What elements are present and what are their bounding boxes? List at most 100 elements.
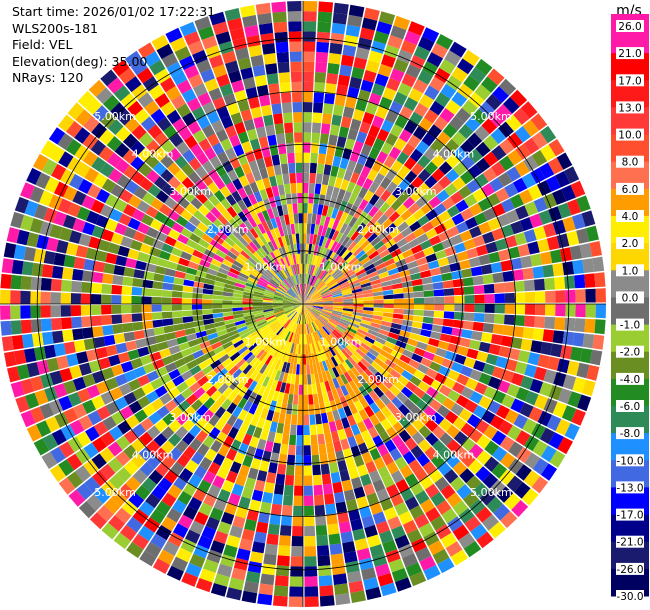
colorbar-tick-label: -21.0 — [616, 537, 643, 549]
range-gate-cell — [352, 337, 363, 346]
range-gate-cell — [425, 253, 438, 263]
range-gate-cell — [532, 266, 544, 279]
range-gate-cell — [375, 336, 386, 345]
range-gate-cell — [281, 246, 288, 257]
range-gate-cell — [245, 230, 256, 242]
range-gate-cell — [175, 547, 193, 563]
range-gate-cell — [330, 332, 339, 342]
range-gate-cell — [372, 511, 387, 525]
range-gate-cell — [461, 99, 478, 116]
range-gate-cell — [293, 299, 303, 304]
range-gate-cell — [295, 313, 300, 324]
range-gate-cell — [245, 150, 256, 163]
range-gate-cell — [295, 162, 303, 173]
range-gate-cell — [160, 154, 174, 169]
range-gate-cell — [234, 89, 247, 103]
range-gate-cell — [289, 383, 295, 395]
range-gate-cell — [229, 267, 240, 276]
range-gate-cell — [362, 111, 375, 125]
range-gate-cell — [483, 207, 497, 221]
range-gate-cell — [303, 213, 308, 224]
range-gate-cell — [237, 199, 247, 211]
range-gate-cell — [21, 261, 34, 276]
range-gate-cell — [423, 147, 438, 161]
range-gate-cell — [392, 288, 404, 294]
range-gate-cell — [282, 372, 289, 383]
range-gate-cell — [381, 320, 392, 328]
range-gate-cell — [56, 355, 69, 370]
range-gate-cell — [299, 304, 303, 314]
range-ring-label: 1.00km — [245, 260, 287, 273]
range-gate-cell — [53, 383, 68, 399]
range-gate-cell — [303, 435, 311, 446]
range-gate-cell — [177, 196, 190, 209]
range-gate-cell — [346, 499, 358, 512]
range-gate-cell — [268, 319, 278, 326]
range-ring-label: 2.00km — [207, 223, 249, 236]
range-gate-cell — [282, 280, 291, 289]
range-gate-cell — [196, 221, 209, 233]
range-gate-cell — [478, 101, 495, 118]
range-gate-cell — [123, 444, 138, 460]
range-gate-cell — [317, 256, 324, 267]
range-gate-cell — [327, 358, 336, 369]
range-gate-cell — [319, 215, 327, 226]
range-gate-cell — [176, 336, 188, 345]
range-gate-cell — [380, 582, 397, 597]
range-gate-cell — [273, 585, 289, 597]
range-gate-cell — [184, 221, 197, 233]
range-gate-cell — [338, 234, 347, 245]
range-gate-cell — [44, 176, 60, 194]
range-gate-cell — [288, 363, 294, 374]
range-gate-cell — [451, 361, 464, 373]
range-gate-cell — [490, 262, 503, 273]
range-gate-cell — [259, 276, 269, 284]
range-gate-cell — [404, 232, 417, 243]
range-gate-cell — [311, 343, 317, 354]
range-gate-cell — [432, 439, 446, 454]
range-gate-cell — [218, 267, 229, 275]
range-gate-cell — [290, 244, 295, 255]
range-gate-cell — [449, 115, 465, 131]
range-gate-cell — [303, 475, 313, 486]
range-gate-cell — [6, 227, 20, 244]
range-gate-cell — [123, 203, 137, 217]
range-gate-cell — [72, 268, 84, 281]
range-gate-cell — [433, 203, 447, 216]
range-gate-cell — [252, 299, 263, 302]
range-gate-cell — [308, 183, 315, 194]
range-gate-cell — [101, 294, 112, 304]
range-gate-cell — [474, 294, 485, 304]
range-gate-cell — [295, 284, 300, 295]
range-gate-cell — [345, 560, 360, 574]
range-gate-cell — [49, 370, 63, 386]
range-gate-cell — [151, 398, 165, 411]
range-gate-cell — [328, 421, 337, 433]
range-gate-cell — [333, 329, 343, 338]
range-gate-cell — [398, 165, 411, 178]
range-gate-cell — [333, 304, 344, 306]
range-gate-cell — [392, 173, 404, 186]
range-gate-cell — [476, 434, 491, 450]
range-gate-cell — [232, 300, 243, 304]
range-gate-cell — [304, 566, 318, 577]
range-gate-cell — [530, 167, 546, 184]
range-gate-cell — [290, 265, 295, 276]
range-gate-cell — [421, 393, 434, 405]
range-gate-cell — [451, 270, 463, 280]
range-gate-cell — [96, 188, 110, 204]
range-gate-cell — [296, 182, 303, 194]
range-gate-cell — [235, 256, 246, 266]
range-gate-cell — [303, 445, 311, 456]
range-gate-cell — [378, 11, 396, 25]
range-gate-cell — [204, 78, 219, 92]
range-gate-cell — [53, 211, 67, 226]
range-gate-cell — [304, 283, 307, 294]
range-gate-cell — [498, 249, 511, 261]
range-gate-cell — [239, 374, 250, 386]
range-gate-cell — [316, 423, 324, 435]
range-gate-cell — [392, 421, 405, 435]
range-gate-cell — [515, 430, 531, 446]
range-gate-cell — [296, 295, 303, 304]
range-gate-cell — [160, 101, 176, 117]
